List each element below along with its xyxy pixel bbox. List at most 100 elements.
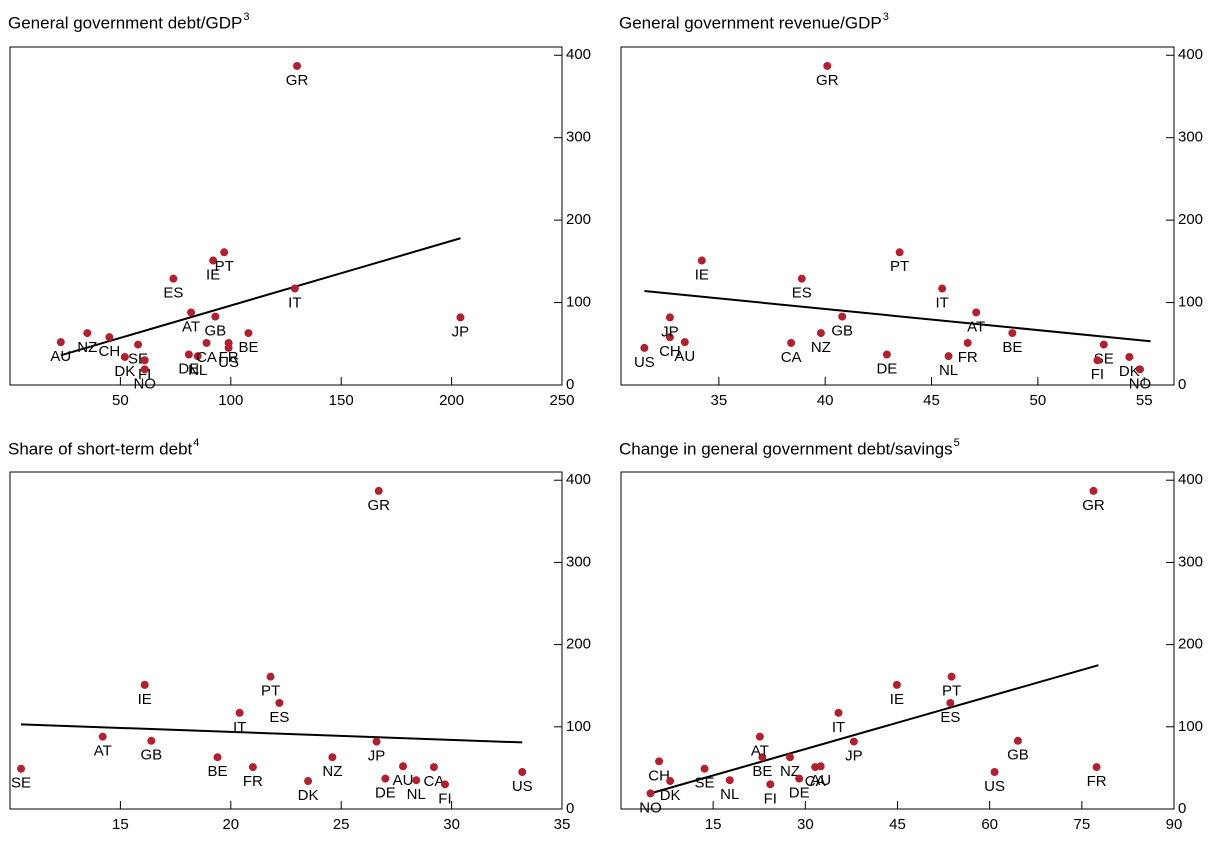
point-label: FI: [1091, 366, 1104, 383]
point: [795, 774, 804, 783]
point: [816, 762, 825, 771]
x-tick-label: 20: [222, 816, 239, 833]
point-label: GR: [286, 72, 309, 89]
x-tick-label: 55: [1136, 392, 1153, 409]
point-label: FI: [438, 790, 451, 807]
point: [849, 737, 858, 746]
panel-title: General government revenue/GDP: [619, 13, 882, 32]
point-label: FR: [243, 773, 263, 790]
point: [140, 680, 149, 689]
x-tick-label: 150: [329, 392, 354, 409]
point-label: NL: [188, 362, 207, 379]
point: [816, 329, 825, 338]
point-label: ES: [940, 709, 960, 726]
point-label: NL: [939, 362, 958, 379]
point: [946, 698, 955, 707]
point-label: NZ: [322, 763, 342, 780]
point-label: AT: [751, 743, 769, 760]
point-label: NO: [1129, 375, 1152, 392]
point-label: PT: [261, 683, 280, 700]
point-label: CH: [99, 343, 121, 360]
point: [184, 350, 193, 359]
point-label: CH: [659, 343, 681, 360]
point: [134, 340, 143, 349]
x-tick-label: 200: [439, 392, 464, 409]
point: [293, 61, 302, 70]
point: [947, 672, 956, 681]
point: [882, 350, 891, 359]
x-tick-label: 60: [981, 816, 998, 833]
panel-title: Share of short-term debt: [8, 439, 193, 458]
point: [1089, 486, 1098, 495]
point: [224, 343, 233, 352]
point: [646, 789, 655, 798]
point-label: DE: [375, 785, 396, 802]
y-tick-label: 100: [1178, 294, 1203, 311]
point-label: ES: [792, 285, 812, 302]
point: [429, 763, 438, 772]
point-label: BE: [238, 339, 258, 356]
point: [766, 780, 775, 789]
y-tick-label: 0: [1178, 800, 1186, 817]
point-label: IE: [890, 691, 904, 708]
point-label: JP: [452, 323, 470, 340]
x-tick-label: 50: [1030, 392, 1047, 409]
point-label: AU: [674, 348, 695, 365]
point-label: NO: [639, 799, 662, 816]
point: [169, 274, 178, 283]
point: [399, 762, 408, 771]
point: [381, 774, 390, 783]
point: [440, 780, 449, 789]
point: [787, 338, 796, 347]
point: [374, 486, 383, 495]
x-tick-label: 50: [112, 392, 129, 409]
point-label: JP: [368, 748, 386, 765]
point-label: ES: [163, 285, 183, 302]
point-label: AU: [393, 772, 414, 789]
point: [244, 329, 253, 338]
point-label: NO: [133, 375, 156, 392]
y-tick-label: 200: [1178, 636, 1203, 653]
point: [518, 768, 527, 777]
point: [275, 698, 284, 707]
point: [972, 308, 981, 317]
point: [892, 680, 901, 689]
point: [838, 312, 847, 321]
point-label: CA: [424, 773, 445, 790]
y-tick-label: 300: [566, 553, 591, 570]
point: [1092, 763, 1101, 772]
x-tick-label: 40: [817, 392, 834, 409]
point-label: DK: [660, 787, 681, 804]
title-note: 3: [883, 11, 889, 23]
point-label: IT: [832, 719, 845, 736]
point: [895, 248, 904, 257]
point-label: PT: [890, 258, 909, 275]
y-tick-label: 300: [1178, 129, 1203, 146]
point-label: IE: [206, 266, 220, 283]
point-label: AT: [182, 318, 200, 335]
x-tick-label: 100: [218, 392, 243, 409]
y-tick-label: 100: [1178, 718, 1203, 735]
y-tick-label: 0: [566, 376, 574, 393]
point-label: AT: [94, 743, 112, 760]
point-label: DK: [298, 787, 319, 804]
point: [193, 352, 202, 361]
point-label: IE: [138, 691, 152, 708]
x-tick-label: 15: [705, 816, 722, 833]
x-tick-label: 35: [554, 816, 571, 833]
point-label: SE: [11, 775, 31, 792]
point: [680, 338, 689, 347]
point: [725, 776, 734, 785]
point-label: PT: [942, 683, 961, 700]
title-note: 4: [193, 437, 199, 449]
point: [1099, 340, 1108, 349]
point-label: FR: [219, 349, 239, 366]
point: [412, 776, 421, 785]
point: [1093, 356, 1102, 365]
point-label: IT: [935, 295, 948, 312]
trend-line: [60, 237, 461, 357]
point: [666, 777, 675, 786]
point: [938, 284, 947, 293]
point: [209, 256, 218, 265]
